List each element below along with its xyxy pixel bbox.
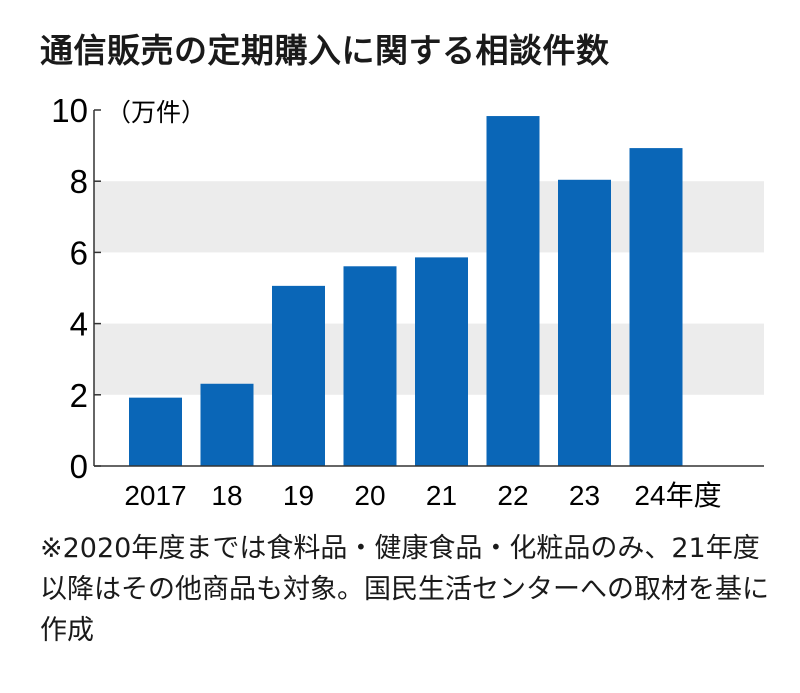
- bar-20: [343, 266, 397, 466]
- x-tick-label: 22: [497, 480, 528, 511]
- bar-2017: [129, 397, 182, 466]
- x-tick-label: 18: [211, 480, 242, 511]
- x-tick-label: 20: [354, 480, 385, 511]
- bar-21: [415, 257, 468, 466]
- x-tick-label: 21: [426, 480, 457, 511]
- x-tick-label: 23: [569, 480, 600, 511]
- footnote: ※2020年度までは食料品・健康食品・化粧品のみ、21年度以降はその他商品も対象…: [40, 533, 769, 646]
- y-tick-label: 4: [70, 306, 88, 343]
- bar-24年度: [629, 148, 683, 467]
- y-unit-label: （万件）: [106, 98, 206, 127]
- bar-chart: 2017 18 19 20 21 22 23 24年度 0 2 4 6 8 10 （万件）: [51, 92, 764, 511]
- x-tick-label: 24年度: [634, 480, 721, 511]
- bar-22: [486, 116, 540, 466]
- y-tick-label: 0: [70, 448, 88, 485]
- x-tick-label: 2017: [124, 480, 186, 511]
- bar-19: [272, 285, 325, 466]
- chart-title: 通信販売の定期購入に関する相談件数: [40, 31, 610, 70]
- bar-18: [200, 383, 254, 466]
- x-tick-label: 19: [283, 480, 314, 511]
- y-tick-label: 8: [70, 163, 88, 200]
- y-tick-label: 6: [70, 234, 88, 271]
- y-tick-label: 10: [51, 92, 88, 129]
- bar-23: [558, 179, 611, 466]
- y-tick-label: 2: [70, 377, 88, 414]
